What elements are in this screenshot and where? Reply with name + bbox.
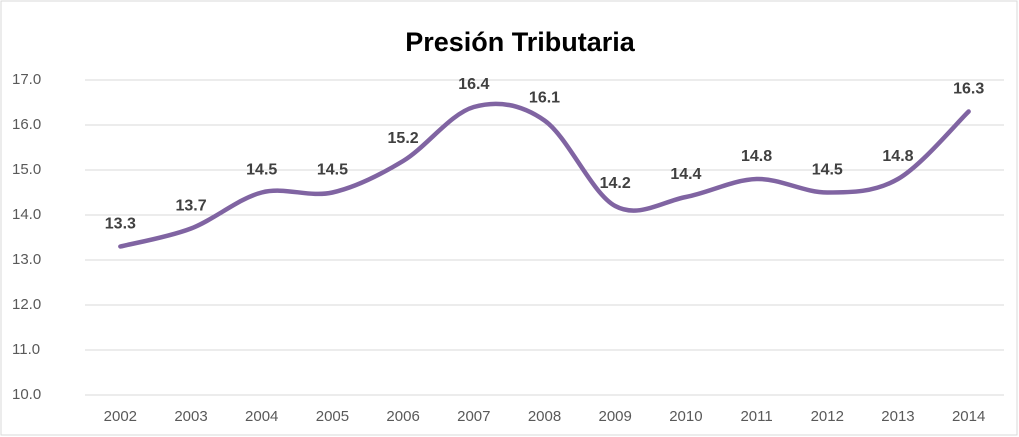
data-label: 14.5 [246, 162, 277, 179]
data-label: 14.8 [882, 148, 913, 165]
data-label: 13.7 [175, 198, 206, 215]
x-tick-label: 2006 [386, 408, 419, 425]
y-tick-label: 11.0 [12, 341, 40, 358]
data-label: 14.8 [741, 148, 772, 165]
x-tick-label: 2002 [104, 408, 137, 425]
x-tick-label: 2003 [174, 408, 207, 425]
y-tick-label: 17.0 [12, 71, 41, 88]
x-tick-label: 2009 [599, 408, 632, 425]
x-tick-label: 2013 [881, 408, 914, 425]
y-tick-label: 13.0 [12, 251, 41, 268]
data-label: 15.2 [388, 130, 419, 147]
x-tick-label: 2014 [952, 408, 985, 425]
data-label: 14.4 [670, 166, 701, 183]
x-tick-label: 2008 [528, 408, 561, 425]
line [118, 101, 971, 249]
x-tick-label: 2010 [669, 408, 702, 425]
data-label: 16.4 [458, 76, 489, 93]
y-tick-label: 10.0 [12, 386, 41, 403]
data-label: 14.5 [812, 162, 843, 179]
y-tick-label: 16.0 [12, 116, 41, 133]
x-tick-label: 2012 [811, 408, 844, 425]
data-label: 13.3 [105, 216, 136, 233]
x-tick-label: 2005 [316, 408, 349, 425]
data-label: 14.5 [317, 162, 348, 179]
y-tick-label: 14.0 [12, 206, 41, 223]
x-tick-label: 2004 [245, 408, 278, 425]
data-label: 14.2 [600, 175, 631, 192]
x-tick-label: 2011 [740, 408, 772, 425]
data-label: 16.3 [953, 81, 984, 98]
chart-title: Presión Tributaria [405, 27, 636, 57]
y-tick-label: 12.0 [12, 296, 41, 313]
y-tick-label: 15.0 [12, 161, 41, 178]
x-tick-label: 2007 [457, 408, 490, 425]
data-label: 16.1 [529, 90, 560, 107]
